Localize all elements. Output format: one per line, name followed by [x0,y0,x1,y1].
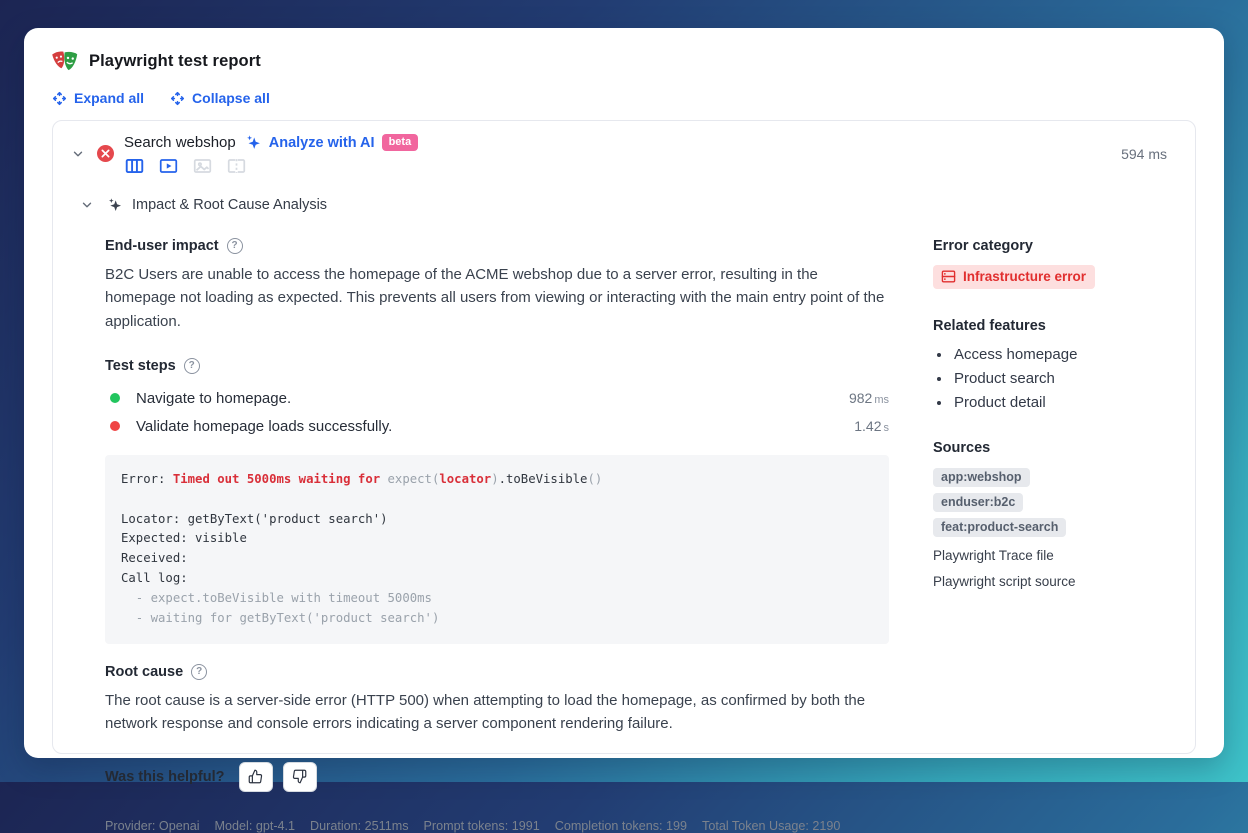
llm-meta-row: Provider: Openai Model: gpt-4.1 Duration… [105,819,889,833]
error-category-title: Error category [933,238,1033,254]
feedback-question: Was this helpful? [105,768,225,785]
ai-sparkle-icon [107,197,123,213]
step-label: Validate homepage loads successfully. [136,417,393,435]
sources-title: Sources [933,440,991,456]
error-log-line: Received: [121,551,188,566]
test-steps-list: Navigate to homepage. 982 ms Validate hom… [105,390,889,435]
end-user-impact-heading: End-user impact ? [105,238,889,254]
related-features-list: Access homepage Product search Product d… [952,346,1177,411]
test-case-header: Search webshop Analyze with AI beta [53,134,1195,174]
attachments-row [124,157,418,174]
error-category-label: Infrastructure error [963,269,1087,284]
thumbs-down-button[interactable] [282,761,317,792]
source-tags: app:webshop enduser:b2c feat:product-sea… [933,468,1177,537]
step-duration: 1.42 s [854,418,889,435]
analysis-section-header[interactable]: Impact & Root Cause Analysis [53,174,1195,216]
analyze-with-ai-label: Analyze with AI [268,134,375,151]
failed-status-icon [97,145,114,162]
expand-all-button[interactable]: Expand all [52,90,144,106]
app-header: Playwright test report [52,50,1196,73]
end-user-impact-text: B2C Users are unable to access the homep… [105,266,885,330]
meta-provider: Provider: Openai [105,818,200,833]
root-cause-text: The root cause is a server-side error (H… [105,692,866,733]
collapse-arrows-icon [170,91,185,106]
analysis-content: End-user impact ? B2C Users are unable t… [53,216,1195,833]
image-diff-icon [226,157,246,174]
sparkle-icon [245,134,262,151]
test-steps-heading: Test steps ? [105,357,889,374]
collapse-all-label: Collapse all [192,90,270,106]
analysis-sidebar: Error category Infrastructure error Rela… [933,238,1177,833]
video-icon[interactable] [158,157,178,174]
trace-icon[interactable] [124,157,144,174]
source-link-script-source[interactable]: Playwright script source [933,574,1076,589]
step-label: Navigate to homepage. [136,389,292,407]
sources-block: Sources app:webshop enduser:b2c feat:pro… [933,440,1177,589]
toolbar: Expand all Collapse all [52,90,1196,106]
meta-total-usage: Total Token Usage: 2190 [702,818,841,833]
case-chevron-down-icon[interactable] [67,143,89,165]
root-cause-title: Root cause [105,664,184,680]
collapse-all-button[interactable]: Collapse all [170,90,270,106]
related-features-block: Related features Access homepage Product… [933,318,1177,411]
root-cause-heading: Root cause ? [105,664,889,680]
test-case-card: Search webshop Analyze with AI beta [52,120,1196,833]
error-log-block: Error: Timed out 5000ms waiting for expe… [105,454,889,644]
error-log-line: Error: Timed out 5000ms waiting for expe… [121,471,603,486]
analysis-main-column: End-user impact ? B2C Users are unable t… [105,238,889,833]
test-step-row: Navigate to homepage. 982 ms [105,390,889,407]
help-icon[interactable]: ? [191,664,208,680]
step-failed-icon [110,421,120,432]
beta-badge: beta [381,134,419,151]
server-icon [941,270,956,283]
error-log-line: - expect.toBeVisible with timeout 5000ms [121,591,432,606]
source-tag: feat:product-search [933,518,1067,537]
page-title: Playwright test report [89,52,261,70]
error-log-line: Call log: [121,571,188,586]
analysis-section-title: Impact & Root Cause Analysis [132,197,328,213]
error-category-block: Error category Infrastructure error [933,238,1177,289]
error-category-badge: Infrastructure error [933,265,1096,289]
analyze-with-ai-button[interactable]: Analyze with AI beta [245,134,419,151]
related-feature-item: Access homepage [952,346,1177,363]
step-passed-icon [110,393,120,404]
feedback-row: Was this helpful? [105,761,889,792]
related-feature-item: Product search [952,370,1177,387]
test-step-row: Validate homepage loads successfully. 1.… [105,418,889,435]
meta-completion-tokens: Completion tokens: 199 [554,818,688,833]
test-duration: 594 ms [1121,146,1167,162]
meta-prompt-tokens: Prompt tokens: 1991 [423,818,540,833]
related-feature-item: Product detail [952,394,1177,411]
playwright-logo-icon [52,50,79,73]
source-tag: enduser:b2c [933,493,1024,512]
error-log-line: Expected: visible [121,531,247,546]
related-features-title: Related features [933,318,1046,334]
case-main: Search webshop Analyze with AI beta [124,134,419,174]
test-steps-title: Test steps [105,357,176,374]
step-duration: 982 ms [848,390,889,407]
source-tag: app:webshop [933,468,1030,487]
help-icon[interactable]: ? [183,357,200,374]
end-user-impact-title: End-user impact [105,238,219,254]
expand-arrows-icon [52,91,67,106]
meta-duration: Duration: 2511ms [310,818,409,833]
test-name[interactable]: Search webshop [124,134,236,151]
section-chevron-down-icon[interactable] [76,194,98,216]
help-icon[interactable]: ? [226,238,243,254]
expand-all-label: Expand all [74,90,145,106]
thumbs-up-button[interactable] [238,761,273,792]
meta-model: Model: gpt-4.1 [214,818,296,833]
screenshot-icon [192,157,212,174]
report-card: Playwright test report Expand all Collap… [24,28,1224,833]
source-link-trace-file[interactable]: Playwright Trace file [933,548,1054,563]
error-log-line: Locator: getByText('product search') [121,511,388,526]
error-log-line: - waiting for getByText('product search'… [121,611,440,626]
